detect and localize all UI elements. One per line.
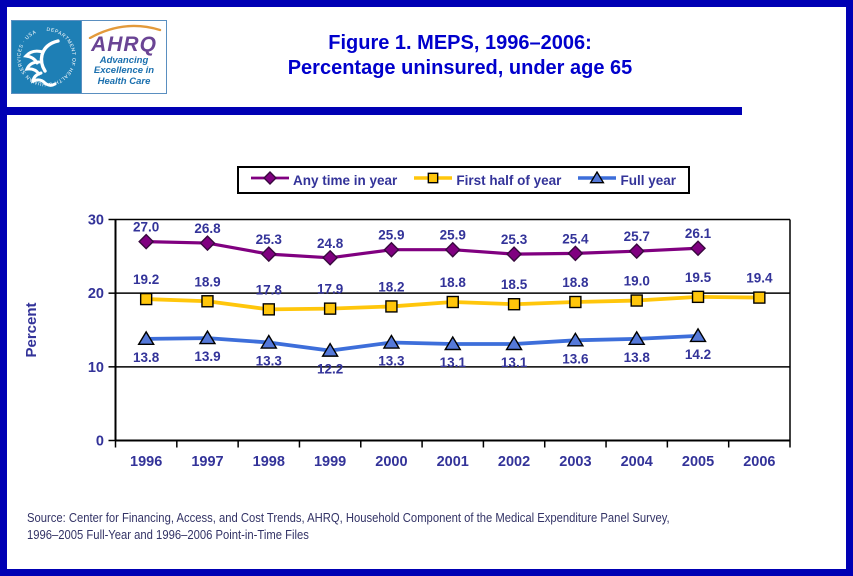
ahrq-tagline: Advancing Excellence in Health Care	[93, 54, 155, 88]
ahrq-logo-right: AHRQ Advancing Excellence in Health Care	[81, 21, 166, 93]
chart-legend: Any time in year First half of year Full…	[237, 166, 690, 194]
svg-text:1996: 1996	[130, 454, 162, 470]
svg-text:13.3: 13.3	[256, 354, 283, 369]
ahrq-swoosh-icon	[88, 24, 162, 39]
svg-text:1997: 1997	[191, 454, 223, 470]
svg-text:20: 20	[88, 286, 104, 302]
svg-text:2004: 2004	[621, 454, 653, 470]
legend-item-full-year: Full year	[578, 170, 676, 190]
source-note: Source: Center for Financing, Access, an…	[27, 510, 670, 544]
svg-text:17.9: 17.9	[317, 282, 343, 297]
svg-text:26.1: 26.1	[685, 226, 712, 241]
hhs-seal-icon: DEPARTMENT OF HEALTH & HUMAN SERVICES · …	[12, 21, 81, 93]
svg-text:25.7: 25.7	[624, 229, 650, 244]
header-accent-bar	[0, 107, 742, 115]
source-note-line2: 1996–2005 Full-Year and 1996–2006 Point-…	[27, 528, 309, 542]
svg-text:24.8: 24.8	[317, 236, 344, 251]
legend-label: Full year	[620, 172, 676, 188]
svg-text:25.9: 25.9	[440, 228, 466, 243]
svg-text:19.0: 19.0	[624, 274, 650, 289]
hhs-eagle-icon	[23, 39, 60, 87]
chart-title: Figure 1. MEPS, 1996–2006: Percentage un…	[130, 31, 790, 81]
svg-text:26.8: 26.8	[194, 221, 221, 236]
ahrq-tagline-line3: Health Care	[97, 75, 151, 87]
svg-text:13.8: 13.8	[133, 350, 160, 365]
series-first-half-of-year: 19.2 18.9 17.8 17.9 18.2 18.8 18.5 18.8 19.0 19.5…	[133, 270, 773, 316]
svg-text:18.5: 18.5	[501, 277, 528, 292]
y-axis-title: Percent	[23, 302, 40, 357]
svg-text:14.2: 14.2	[685, 347, 711, 362]
source-note-line1: Source: Center for Financing, Access, an…	[27, 511, 670, 525]
legend-item-any-time-in-year: Any time in year	[251, 170, 398, 190]
svg-text:18.8: 18.8	[562, 275, 589, 290]
svg-text:25.3: 25.3	[501, 232, 528, 247]
svg-text:18.9: 18.9	[194, 274, 220, 289]
series-full-year: 13.8 13.9 13.3 12.2 13.3 13.1 13.1 13.6 13.8 14.2	[133, 327, 711, 377]
svg-text:2006: 2006	[743, 454, 775, 470]
svg-text:30: 30	[88, 213, 104, 229]
legend-marker-triangle-icon	[578, 170, 617, 190]
svg-text:13.8: 13.8	[624, 350, 651, 365]
svg-text:2005: 2005	[682, 454, 714, 470]
svg-text:12.2: 12.2	[317, 362, 343, 377]
svg-text:19.5: 19.5	[685, 270, 712, 285]
svg-text:13.3: 13.3	[378, 354, 405, 369]
ahrq-logo: DEPARTMENT OF HEALTH & HUMAN SERVICES · …	[11, 20, 167, 94]
legend-label: First half of year	[456, 172, 562, 188]
svg-text:13.9: 13.9	[194, 349, 220, 364]
svg-text:25.3: 25.3	[256, 232, 283, 247]
svg-text:13.1: 13.1	[501, 355, 528, 370]
svg-text:1998: 1998	[253, 454, 285, 470]
svg-text:18.8: 18.8	[440, 275, 467, 290]
svg-text:13.1: 13.1	[440, 355, 467, 370]
svg-text:2001: 2001	[437, 454, 469, 470]
svg-text:2003: 2003	[559, 454, 591, 470]
chart-title-line2: Percentage uninsured, under age 65	[287, 57, 633, 79]
legend-label: Any time in year	[293, 172, 398, 188]
chart-title-line1: Figure 1. MEPS, 1996–2006:	[328, 32, 592, 54]
svg-text:19.2: 19.2	[133, 272, 159, 287]
legend-item-first-half-of-year: First half of year	[414, 171, 561, 190]
series-any-time-in-year: 27.0 26.8 25.3 24.8 25.9 25.9 25.3 25.4 25.7 26.1	[133, 220, 712, 266]
svg-text:13.6: 13.6	[562, 351, 589, 366]
ahrq-tagline-line1: Advancing	[99, 54, 149, 66]
svg-text:17.8: 17.8	[256, 282, 283, 297]
legend-marker-square-icon	[414, 171, 453, 190]
svg-text:10: 10	[88, 360, 104, 376]
svg-text:2000: 2000	[375, 454, 407, 470]
svg-text:25.4: 25.4	[562, 231, 589, 246]
svg-text:27.0: 27.0	[133, 220, 159, 235]
svg-text:18.2: 18.2	[378, 279, 404, 294]
ahrq-tagline-line2: Excellence in	[93, 65, 155, 77]
ahrq-wordmark: AHRQ	[91, 32, 157, 56]
svg-text:25.9: 25.9	[378, 228, 404, 243]
svg-text:19.4: 19.4	[746, 271, 773, 286]
svg-text:1999: 1999	[314, 454, 346, 470]
svg-text:0: 0	[96, 434, 104, 450]
legend-marker-diamond-icon	[251, 170, 289, 190]
svg-text:2002: 2002	[498, 454, 530, 470]
